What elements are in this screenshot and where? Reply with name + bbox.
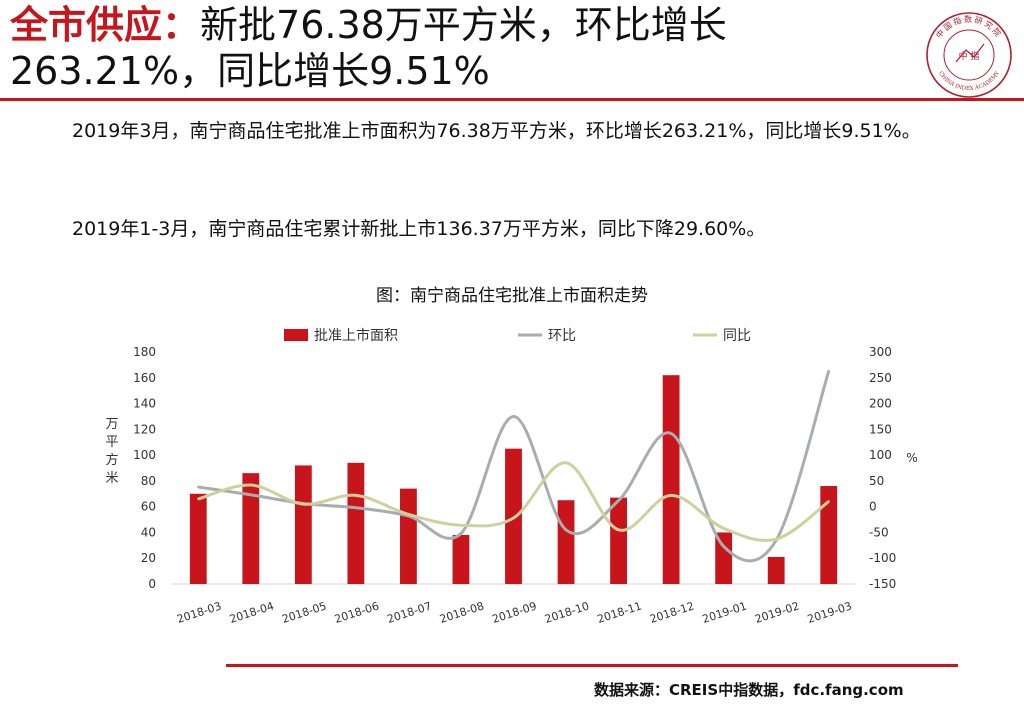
paragraph-monthly-supply: 2019年3月，南宁商品住宅批准上市面积为76.38万平方米，环比增长263.2… — [72, 120, 921, 142]
x-tick-label: 2018-11 — [596, 599, 644, 626]
x-tick-label: 2018-09 — [491, 599, 539, 626]
legend-label: 同比 — [723, 328, 751, 344]
line-point — [249, 493, 253, 497]
y2-tick-label: 300 — [869, 345, 892, 359]
title-divider — [0, 98, 1024, 101]
y2-tick-label: 150 — [869, 422, 892, 436]
line-series-环比 — [198, 370, 831, 563]
line-point — [722, 545, 725, 548]
line-point — [617, 499, 620, 502]
line-point — [407, 513, 410, 516]
bar — [557, 500, 575, 584]
bar — [242, 473, 260, 584]
title-highlight: 全市供应： — [10, 3, 201, 47]
y2-tick-label: 250 — [869, 371, 892, 385]
line-point — [669, 494, 673, 497]
y2-tick-label: 50 — [869, 474, 884, 488]
y2-axis-label: % — [906, 451, 917, 465]
line-point — [354, 506, 358, 509]
line-point — [617, 528, 620, 532]
line-point — [722, 527, 725, 530]
line-point — [512, 415, 515, 418]
data-source: 数据来源：CREIS中指数据，fdc.fang.com — [594, 681, 904, 699]
y-tick-label: 180 — [133, 345, 156, 359]
title-rest: 新批76.38万平方米，环比增长263.21%，同比增长9.51% — [10, 3, 727, 93]
y-tick-label: 80 — [141, 474, 156, 488]
line-point — [512, 516, 515, 520]
y-tick-label: 60 — [141, 500, 156, 514]
bar — [610, 497, 627, 584]
y2-tick-label: -50 — [869, 525, 889, 539]
y-tick-label: 160 — [133, 371, 156, 385]
x-tick-label: 2019-02 — [753, 599, 801, 626]
bar — [767, 556, 785, 584]
y2-tick-label: 100 — [869, 448, 892, 462]
line-point — [827, 369, 830, 373]
footer-divider — [226, 664, 958, 667]
legend-label: 环比 — [548, 328, 576, 344]
x-tick-label: 2018-07 — [385, 599, 433, 626]
bar — [820, 486, 838, 584]
y2-tick-label: 0 — [869, 500, 877, 514]
line-point — [197, 485, 200, 489]
x-tick-label: 2018-06 — [333, 599, 381, 626]
y2-tick-label: 200 — [869, 397, 892, 411]
page-title: 全市供应：新批76.38万平方米，环比增长263.21%，同比增长9.51% — [10, 2, 910, 94]
bar — [294, 465, 312, 584]
x-tick-label: 2019-01 — [701, 599, 749, 626]
y2-tick-label: -150 — [869, 577, 896, 591]
academy-logo: 中 指 中国指数研究院 CHINA INDEX ACADEMY — [926, 12, 1012, 98]
x-tick-label: 2018-12 — [648, 599, 696, 626]
bar — [400, 488, 417, 584]
line-point — [564, 461, 568, 465]
y-tick-label: 0 — [148, 577, 156, 591]
y-tick-label: 40 — [141, 525, 156, 539]
bar — [189, 493, 207, 584]
legend-swatch — [284, 329, 308, 341]
bar — [662, 375, 680, 584]
bar — [715, 532, 733, 584]
x-tick-label: 2018-08 — [438, 599, 486, 626]
line-point — [249, 483, 253, 487]
logo-center-text: 中 指 — [959, 50, 980, 62]
line-point — [302, 502, 305, 506]
y-axis-label-char: 方 — [105, 452, 118, 468]
line-point — [827, 500, 830, 503]
y-axis-label-char: 米 — [105, 471, 118, 486]
y2-tick-label: -100 — [869, 551, 896, 565]
y-axis-label-char: 万 — [105, 417, 118, 432]
x-tick-label: 2018-10 — [543, 599, 591, 626]
chart-title: 图：南宁商品住宅批准上市面积走势 — [376, 286, 648, 306]
x-tick-label: 2018-04 — [228, 599, 276, 626]
bar — [347, 462, 365, 584]
line-point — [197, 497, 200, 501]
line-point — [459, 524, 463, 527]
x-tick-label: 2018-03 — [175, 599, 223, 626]
line-point — [774, 537, 778, 541]
y-tick-label: 140 — [133, 397, 156, 411]
bar — [452, 535, 470, 584]
y-tick-label: 120 — [133, 422, 156, 436]
x-tick-label: 2018-05 — [280, 599, 328, 626]
line-point — [564, 528, 568, 532]
paragraph-cumulative-supply: 2019年1-3月，南宁商品住宅累计新批上市136.37万平方米，同比下降29.… — [72, 218, 766, 240]
legend-label: 批准上市面积 — [314, 327, 398, 344]
x-tick-label: 2019-03 — [806, 599, 854, 626]
line-point — [354, 494, 358, 497]
y-tick-label: 100 — [133, 448, 156, 462]
y-tick-label: 20 — [141, 551, 156, 565]
y-axis-label-char: 平 — [105, 435, 118, 450]
line-point — [459, 532, 463, 535]
line-point — [669, 432, 673, 435]
